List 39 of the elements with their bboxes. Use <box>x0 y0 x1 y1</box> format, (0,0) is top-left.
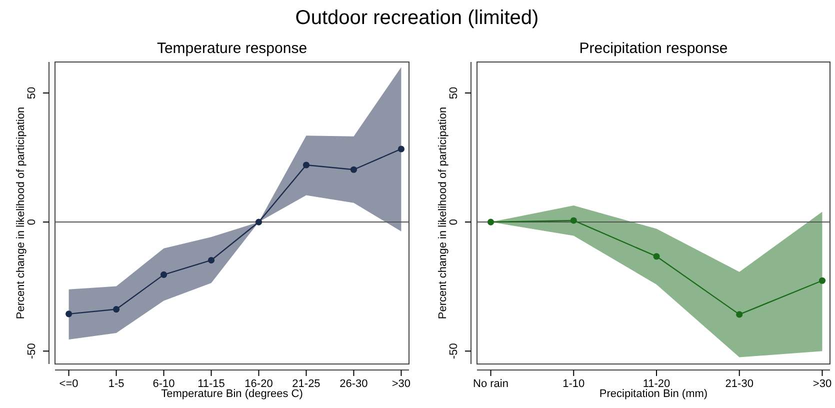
x-tick-label: 21-25 <box>292 378 320 390</box>
x-tick-label: >30 <box>812 378 832 390</box>
point <box>208 256 215 264</box>
point <box>160 271 168 278</box>
y-tick-label: -50 <box>448 343 460 360</box>
point <box>570 217 577 224</box>
x-tick-label: <=0 <box>59 378 78 390</box>
x-axis-title: Precipitation Bin (mm) <box>599 388 708 400</box>
x-tick-label: >30 <box>392 378 411 390</box>
point <box>818 277 826 284</box>
chart-title: Temperature response <box>156 40 308 57</box>
y-axis-title: Percent change in likelihood of participation <box>15 106 27 320</box>
point <box>736 311 743 318</box>
x-tick-label: 1-5 <box>108 378 124 390</box>
y-tick-label: 0 <box>448 218 460 226</box>
point <box>398 146 404 152</box>
x-tick-label: 6-10 <box>152 378 175 390</box>
x-axis-title: Temperature Bin (degrees C) <box>161 388 303 400</box>
point <box>66 310 72 318</box>
x-tick-label: 1-10 <box>562 378 585 390</box>
point <box>302 162 310 168</box>
y-tick-label: 0 <box>26 218 38 226</box>
x-tick-label: 16-20 <box>244 378 273 390</box>
x-tick-label: 21-30 <box>725 378 754 390</box>
x-tick-label: 26-30 <box>340 378 368 390</box>
y-tick-label: 50 <box>448 86 460 100</box>
point <box>653 253 660 260</box>
x-tick-label: No rain <box>473 378 508 390</box>
point <box>350 166 358 173</box>
x-tick-label: 11-15 <box>198 378 225 390</box>
point <box>112 306 120 313</box>
y-axis-title: Percent change in likelihood of participation <box>437 106 449 320</box>
chart-title: Precipitation response <box>579 40 728 57</box>
point <box>487 218 494 226</box>
x-tick-label: 11-20 <box>642 378 670 390</box>
y-tick-label: 50 <box>26 86 38 100</box>
y-tick-label: -50 <box>26 343 38 360</box>
text: Outdoor recreation (limited) <box>295 7 539 29</box>
point <box>255 218 262 226</box>
